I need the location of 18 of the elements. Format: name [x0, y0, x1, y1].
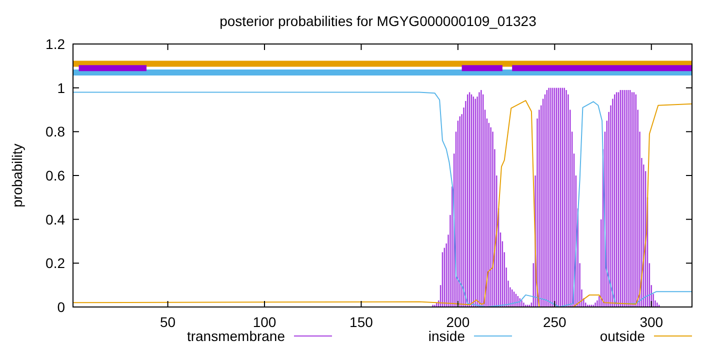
y-tick-label: 0.8	[46, 124, 66, 140]
y-tick-label: 0	[57, 299, 66, 315]
chart-title: posterior probabilities for MGYG000000109_01323	[220, 13, 537, 29]
x-tick-label: 200	[446, 314, 470, 330]
y-tick-label: 0.2	[46, 255, 66, 272]
y-tick-label: 1.2	[46, 36, 66, 52]
x-tick-label: 50	[160, 314, 176, 330]
x-tick-label: 150	[350, 314, 374, 330]
x-tick-label: 100	[252, 314, 276, 330]
x-tick-label: 300	[640, 314, 664, 330]
legend-label: outside	[600, 328, 646, 344]
y-axis-title: probability	[9, 144, 25, 208]
x-tick-label: 250	[542, 314, 567, 330]
legend-label: transmembrane	[186, 328, 286, 344]
legend-label: inside	[428, 328, 466, 344]
y-tick-label: 1	[57, 80, 66, 96]
y-tick-label: 0.6	[46, 168, 66, 184]
y-tick-label: 0.4	[46, 211, 66, 228]
